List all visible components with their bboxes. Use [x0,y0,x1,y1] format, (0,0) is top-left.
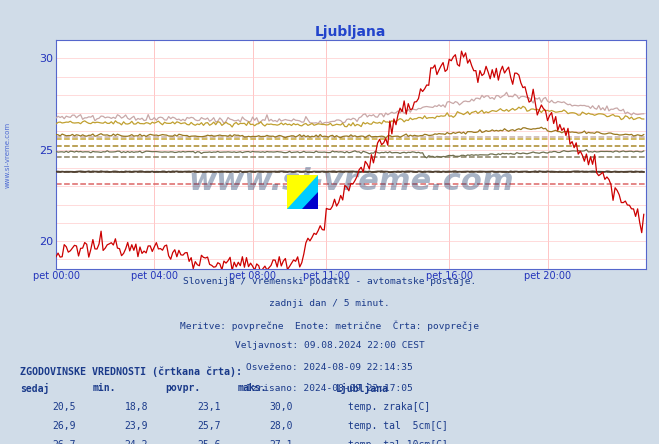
Text: sedaj: sedaj [20,383,49,393]
Text: 23,9: 23,9 [125,421,148,431]
Text: Veljavnost: 09.08.2024 22:00 CEST: Veljavnost: 09.08.2024 22:00 CEST [235,341,424,350]
Text: povpr.: povpr. [165,383,200,392]
Text: temp. tal  5cm[C]: temp. tal 5cm[C] [348,421,448,431]
Polygon shape [287,175,318,209]
Polygon shape [287,175,318,209]
Text: 25,6: 25,6 [197,440,221,444]
Text: 24,2: 24,2 [125,440,148,444]
Polygon shape [302,192,318,209]
Text: zadnji dan / 5 minut.: zadnji dan / 5 minut. [269,299,390,308]
Text: Izrisano: 2024-08-09 22:17:05: Izrisano: 2024-08-09 22:17:05 [246,384,413,393]
Text: 20,5: 20,5 [52,402,76,412]
Text: Osveženo: 2024-08-09 22:14:35: Osveženo: 2024-08-09 22:14:35 [246,363,413,372]
Text: Slovenija / vremenski podatki - avtomatske postaje.: Slovenija / vremenski podatki - avtomats… [183,278,476,286]
Text: 23,1: 23,1 [197,402,221,412]
Text: 30,0: 30,0 [270,402,293,412]
Text: 28,0: 28,0 [270,421,293,431]
Text: temp. zraka[C]: temp. zraka[C] [348,402,430,412]
Text: Ljubljana: Ljubljana [336,383,389,393]
Text: www.si-vreme.com: www.si-vreme.com [5,123,11,188]
Text: ZGODOVINSKE VREDNOSTI (črtkana črta):: ZGODOVINSKE VREDNOSTI (črtkana črta): [20,366,242,377]
Title: Ljubljana: Ljubljana [315,25,387,39]
Text: www.si-vreme.com: www.si-vreme.com [188,167,514,196]
Text: 25,7: 25,7 [197,421,221,431]
Text: 27,1: 27,1 [270,440,293,444]
Text: maks.: maks. [237,383,267,392]
Text: temp. tal 10cm[C]: temp. tal 10cm[C] [348,440,448,444]
Text: 26,9: 26,9 [52,421,76,431]
Text: Meritve: povprečne  Enote: metrične  Črta: povprečje: Meritve: povprečne Enote: metrične Črta:… [180,320,479,331]
Text: 18,8: 18,8 [125,402,148,412]
Text: 26,7: 26,7 [52,440,76,444]
Text: min.: min. [92,383,116,392]
